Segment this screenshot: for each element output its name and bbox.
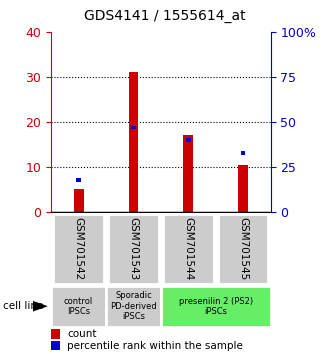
- Bar: [128, 73, 138, 212]
- Text: GSM701544: GSM701544: [183, 217, 193, 280]
- Bar: [51, 329, 60, 338]
- Text: presenilin 2 (PS2)
iPSCs: presenilin 2 (PS2) iPSCs: [179, 297, 253, 316]
- Text: GSM701543: GSM701543: [128, 217, 139, 280]
- Text: count: count: [67, 329, 96, 339]
- FancyBboxPatch shape: [218, 214, 268, 284]
- Bar: [186, 138, 190, 142]
- Text: Sporadic
PD-derived
iPSCs: Sporadic PD-derived iPSCs: [110, 291, 157, 321]
- FancyBboxPatch shape: [53, 214, 104, 284]
- FancyBboxPatch shape: [108, 214, 159, 284]
- Bar: [241, 151, 246, 155]
- Bar: [238, 165, 248, 212]
- Bar: [74, 189, 83, 212]
- FancyBboxPatch shape: [161, 286, 271, 327]
- Text: control
IPSCs: control IPSCs: [64, 297, 93, 316]
- FancyBboxPatch shape: [51, 286, 106, 327]
- FancyBboxPatch shape: [106, 286, 161, 327]
- Bar: [183, 135, 193, 212]
- Text: GSM701542: GSM701542: [74, 217, 83, 280]
- Bar: [76, 178, 81, 182]
- Bar: [131, 126, 136, 129]
- Bar: [51, 341, 60, 350]
- Text: percentile rank within the sample: percentile rank within the sample: [67, 341, 243, 351]
- Text: cell line: cell line: [3, 301, 44, 311]
- Polygon shape: [33, 301, 48, 312]
- Text: GDS4141 / 1555614_at: GDS4141 / 1555614_at: [84, 9, 246, 23]
- FancyBboxPatch shape: [163, 214, 214, 284]
- Text: GSM701545: GSM701545: [238, 217, 248, 280]
